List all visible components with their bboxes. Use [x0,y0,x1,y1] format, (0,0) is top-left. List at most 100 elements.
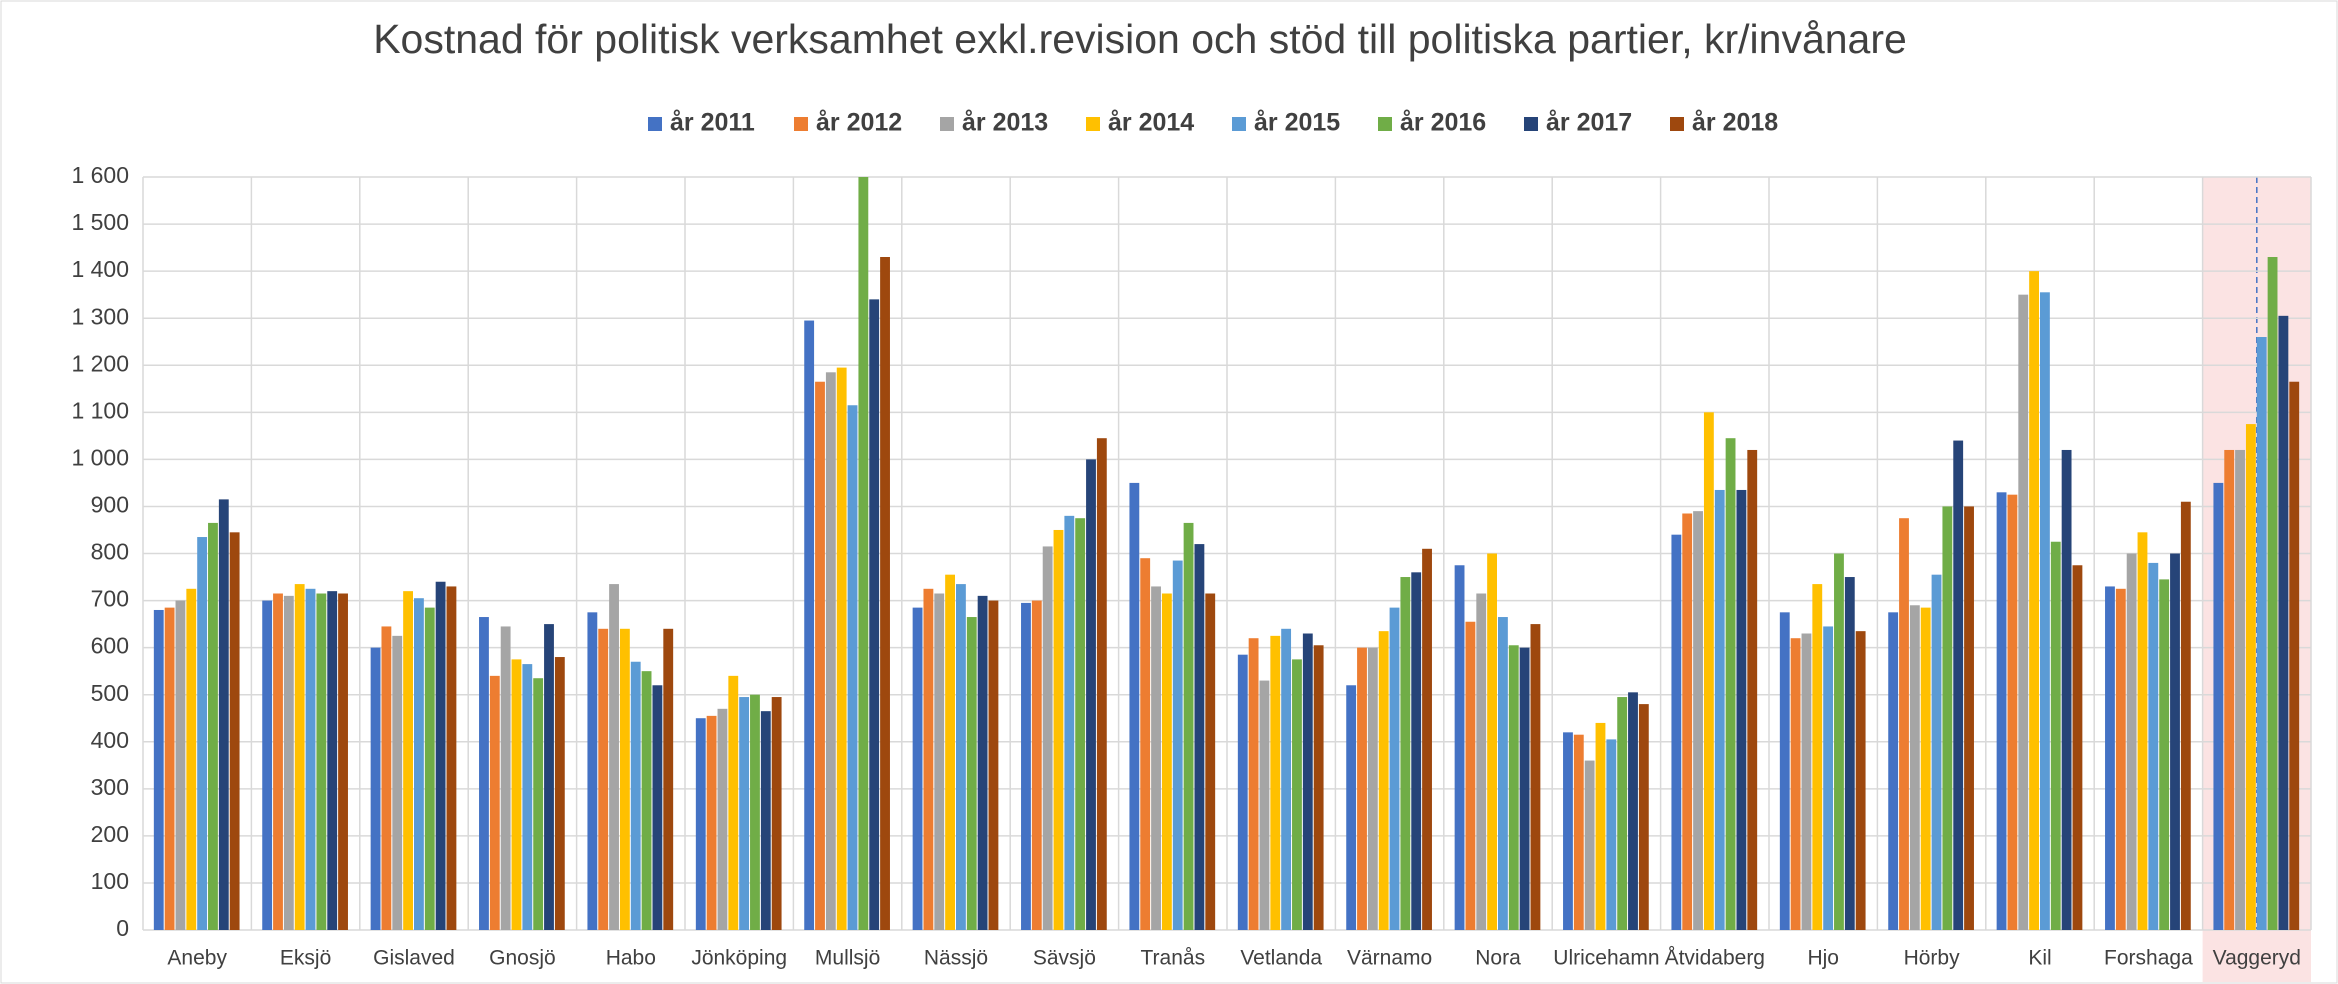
bar [489,675,500,930]
bar [1747,449,1758,930]
y-tick-label: 1 200 [71,350,129,376]
bar [923,588,934,930]
bar [1021,602,1031,930]
bar [2061,449,2072,930]
bar [880,257,890,931]
bar [1790,638,1801,930]
bar [977,595,988,930]
bar [479,617,489,930]
bar [815,381,825,930]
y-tick-label: 400 [91,727,129,753]
bar [663,628,674,930]
legend-swatch [1524,117,1538,131]
bar [706,715,717,930]
bar [1378,631,1389,930]
bar [186,588,197,930]
y-tick-label: 300 [91,774,129,800]
bar [2007,494,2018,930]
bar [1086,459,1096,930]
bar [619,628,630,930]
bar [771,697,782,930]
bar [1237,654,1248,930]
bar [1172,560,1183,930]
y-tick-label: 100 [91,868,129,894]
legend-label: år 2017 [1546,109,1632,137]
bar [1259,680,1270,930]
bar [1909,605,1920,930]
bar [1270,635,1281,930]
y-tick-label: 1 000 [71,444,129,470]
bar [1638,704,1649,930]
bar [1801,633,1812,930]
bar [641,671,652,930]
x-tick-label: Jönköping [691,947,787,970]
bar [1422,548,1432,930]
bar [1064,515,1075,930]
y-tick-label: 1 400 [71,256,129,282]
legend-swatch [1378,117,1392,131]
bar [2267,257,2278,931]
x-tick-label: Nässjö [924,947,988,970]
x-tick-label: Sävsjö [1033,947,1096,970]
bar [956,584,966,930]
legend-swatch [1670,117,1684,131]
bar [1931,574,1942,930]
y-tick-label: 600 [91,633,129,659]
bar [1682,513,1693,930]
bar [1519,647,1530,930]
bar [2148,562,2159,930]
bar [1411,572,1422,930]
legend-label: år 2018 [1692,109,1778,137]
bar [836,367,847,930]
bar [1454,565,1465,930]
bar [2180,501,2191,930]
bar [988,600,999,930]
bar [1075,518,1086,930]
x-tick-label: Vaggeryd [2213,947,2301,970]
bar [934,593,945,930]
legend-label: år 2011 [670,109,755,137]
bar [1487,553,1497,930]
y-tick-label: 1 600 [71,162,129,188]
bar [858,177,869,930]
bar [1725,438,1736,930]
bar [229,532,240,930]
y-tick-label: 200 [91,821,129,847]
bar [1357,647,1367,930]
x-tick-label: Åtvidaberg [1665,947,1765,970]
bar [1606,739,1617,930]
bar [1942,506,1953,930]
bar [695,718,706,930]
x-tick-label: Eksjö [280,947,331,970]
bar [424,607,435,930]
legend-label: år 2015 [1254,109,1340,137]
bar [544,624,554,930]
y-tick-label: 0 [116,915,129,941]
bar [1834,553,1844,930]
bar [554,657,565,930]
bar [2245,424,2256,930]
bar [717,708,728,930]
y-tick-label: 1 500 [71,209,129,235]
y-tick-label: 800 [91,539,129,565]
bar [912,607,923,930]
bar [2235,449,2245,930]
bar [630,661,641,930]
bar [804,320,815,930]
legend-label: år 2014 [1108,109,1194,137]
legend-label: år 2016 [1400,109,1486,137]
bar [1703,412,1714,930]
bar [294,584,305,930]
bar [2072,565,2083,930]
bar [533,678,544,930]
bar [739,697,750,930]
x-tick-label: Tranås [1141,947,1206,970]
bar [1920,607,1931,930]
x-tick-label: Hörby [1904,947,1961,970]
legend-swatch [1086,117,1100,131]
bar [2137,532,2148,930]
legend-label: år 2012 [816,109,902,137]
legend-swatch [794,117,808,131]
y-tick-label: 1 100 [71,397,129,423]
bar [1573,734,1584,930]
